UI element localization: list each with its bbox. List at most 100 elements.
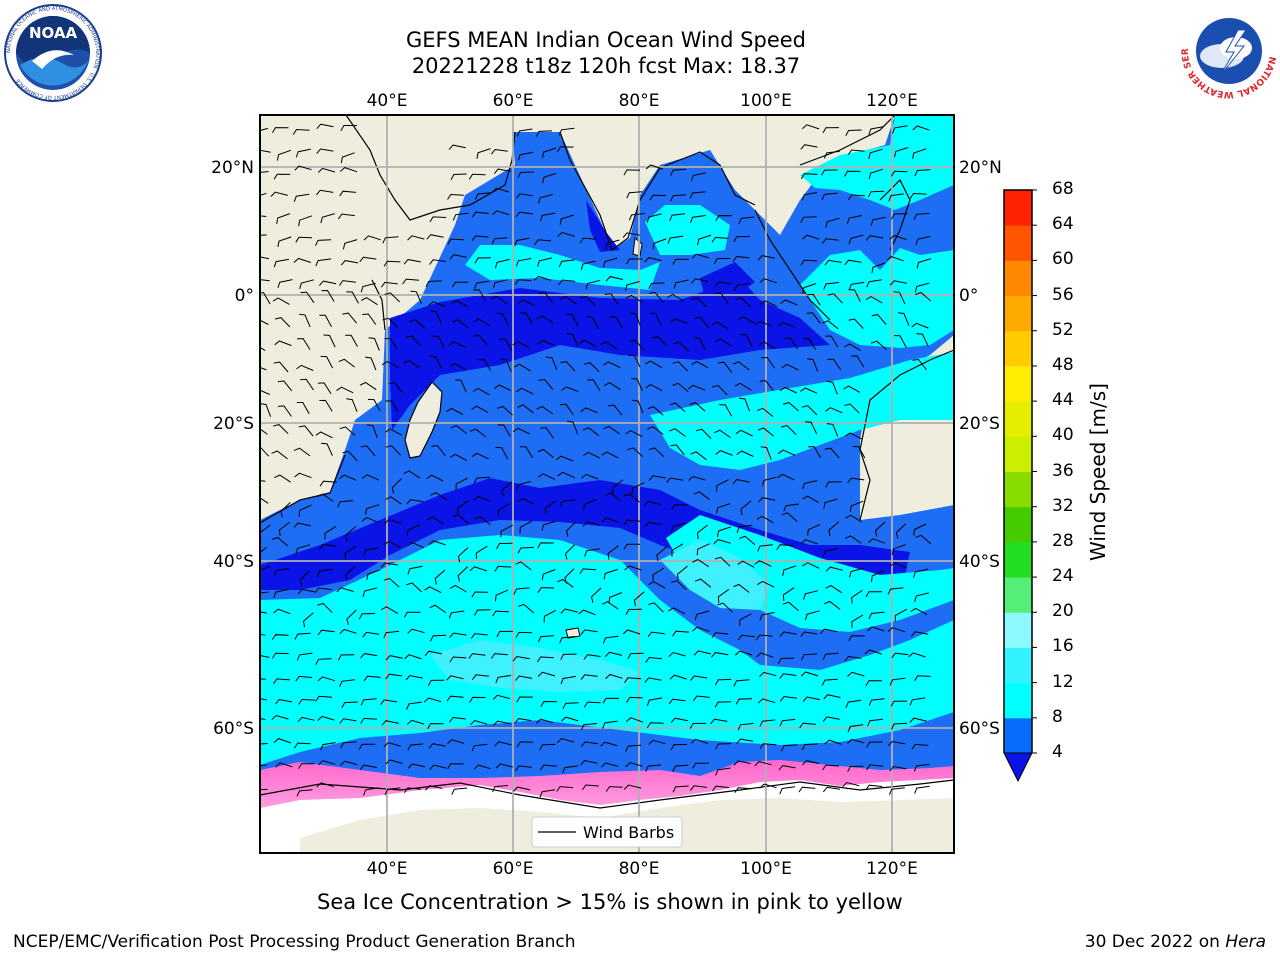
wind-barb: [874, 521, 886, 537]
wind-barb: [800, 259, 818, 266]
wind-barb: [717, 602, 733, 613]
wind-barb: [579, 339, 597, 348]
wind-barb: [381, 720, 399, 726]
lat-label-right: 0°: [959, 286, 978, 306]
wind-barb: [449, 584, 467, 593]
wind-barb: [847, 765, 864, 773]
colorbar-segment: [1004, 541, 1032, 578]
wind-barb: [430, 310, 442, 324]
wind-barb: [494, 589, 509, 602]
wind-barb: [737, 634, 755, 641]
wind-barb: [260, 256, 270, 260]
wind-barb: [490, 295, 508, 305]
wind-barb: [294, 165, 312, 171]
wind-barb: [515, 258, 532, 267]
colorbar-tick-label: 60: [1052, 249, 1074, 270]
wind-barb: [492, 785, 509, 793]
wind-barb: [847, 671, 865, 677]
wind-barb: [644, 521, 662, 528]
wind-barb: [842, 781, 860, 788]
chart-title-line2: 20221228 t18z 120h fcst Max: 18.37: [411, 54, 801, 78]
wind-barb: [803, 590, 819, 600]
wind-barb: [538, 194, 553, 204]
wind-barb: [321, 442, 333, 456]
wind-barb: [915, 534, 932, 545]
wind-barb: [754, 761, 772, 767]
wind-barb: [671, 543, 684, 557]
wind-barb: [738, 397, 750, 412]
wind-barb: [448, 144, 466, 150]
wind-barb: [605, 786, 623, 792]
wind-barb: [260, 565, 271, 572]
wind-barb: [494, 258, 510, 269]
wind-barb: [410, 290, 422, 304]
wind-barb: [757, 580, 775, 588]
wind-barb: [648, 581, 666, 589]
wind-barb: [760, 446, 772, 460]
wind-barb: [782, 401, 799, 412]
wind-barb: [297, 588, 315, 595]
wind-barb: [623, 543, 641, 550]
wind-barb: [560, 360, 576, 372]
wind-barb: [759, 671, 777, 678]
wind-barb: [735, 698, 753, 705]
wind-barb: [754, 320, 773, 327]
wind-barb: [867, 626, 885, 632]
wind-barb: [260, 366, 267, 371]
wind-barb: [603, 425, 620, 435]
moderate-wind-region: [645, 205, 730, 255]
wind-barb: [843, 385, 861, 393]
wind-barb: [361, 517, 379, 524]
wind-barb: [476, 148, 491, 159]
wind-barb: [603, 568, 618, 580]
wind-barb: [693, 337, 706, 351]
wind-barb: [914, 785, 930, 794]
wind-barb: [383, 742, 401, 748]
wind-barb: [513, 786, 531, 792]
wind-barb: [716, 503, 731, 514]
wind-barb: [715, 215, 732, 222]
wind-barb: [362, 587, 378, 597]
wind-barb: [668, 607, 686, 615]
colorbar-segment: [1004, 260, 1032, 297]
wind-barb: [782, 565, 797, 576]
wind-barb: [537, 257, 553, 267]
wind-barb: [866, 741, 883, 748]
colorbar-tick-label: 44: [1052, 390, 1074, 411]
wind-barb: [260, 292, 271, 305]
wind-barb: [345, 334, 358, 347]
wind-barb: [601, 601, 619, 610]
lon-label-top: 40°E: [367, 91, 408, 111]
colorbar-title: Wind Speed [m/s]: [1086, 383, 1110, 561]
lat-label-left: 60°S: [213, 719, 254, 739]
wind-barb: [537, 587, 555, 593]
wind-barb: [534, 239, 552, 245]
wind-barb: [604, 651, 623, 658]
colorbar-segment: [1004, 506, 1032, 543]
wind-barb: [605, 239, 620, 250]
wind-barb: [365, 356, 377, 371]
wind-barb: [603, 257, 618, 268]
nws-logo: NATIONAL WEATHER SERVICE: [1178, 2, 1277, 99]
colorbar-tick-label: 68: [1052, 179, 1074, 199]
wind-barb: [822, 764, 840, 771]
wind-barb: [808, 446, 822, 459]
wind-barb: [821, 238, 839, 244]
wind-barb: [894, 147, 909, 158]
wind-barb: [629, 312, 641, 327]
wind-barb: [649, 194, 667, 201]
wind-barb: [561, 386, 579, 392]
wind-barb: [451, 300, 469, 308]
wind-barb: [847, 477, 865, 484]
wind-barb: [648, 447, 665, 458]
wind-barb: [646, 722, 664, 728]
wind-barb: [272, 536, 289, 547]
wind-barb: [295, 675, 313, 682]
wind-barb: [295, 544, 311, 555]
wind-barb: [455, 477, 468, 491]
wind-barb: [455, 379, 467, 393]
wind-barb: [911, 322, 929, 329]
wind-barb: [607, 404, 623, 416]
wind-barb: [802, 760, 820, 766]
wind-barb: [403, 787, 421, 793]
